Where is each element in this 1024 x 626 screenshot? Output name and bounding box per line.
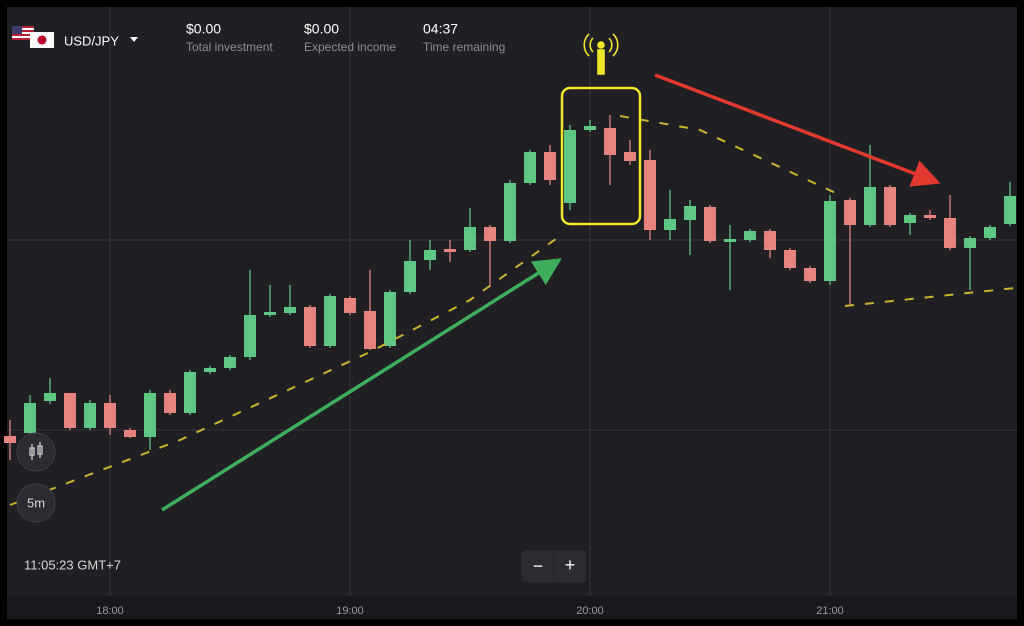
down-arrow — [654, 73, 941, 187]
candle-body — [64, 393, 76, 428]
candle-body — [844, 200, 856, 225]
candle-body — [484, 227, 496, 241]
support-line — [9, 235, 561, 506]
x-axis: 18:00 19:00 20:00 21:00 — [96, 605, 844, 617]
support-line — [844, 287, 1016, 307]
stat-value: 04:37 — [423, 21, 458, 37]
candle-body — [104, 403, 116, 428]
candle-body — [84, 403, 96, 428]
timeframe-button[interactable] — [16, 483, 56, 523]
candle-body — [284, 307, 296, 313]
chart-background — [7, 7, 1017, 619]
candle-body — [684, 206, 696, 220]
levels — [9, 115, 1016, 506]
candle-body — [44, 393, 56, 401]
stat-label: Time remaining — [423, 40, 505, 54]
candle-body — [424, 250, 436, 260]
candle-body — [964, 238, 976, 248]
candle-body — [824, 201, 836, 281]
resistance-line — [619, 115, 841, 196]
candle-body — [404, 261, 416, 292]
grid — [7, 7, 1017, 596]
stat-value: $0.00 — [186, 21, 221, 37]
candle-body — [444, 249, 456, 252]
highlight-box — [560, 86, 642, 226]
timeframe-label: 5m — [27, 495, 45, 510]
candle-body — [24, 403, 36, 433]
zoom-out-button[interactable]: − — [533, 556, 544, 576]
candle-body — [564, 130, 576, 203]
signal-icon — [583, 33, 619, 75]
zoom-in-button[interactable]: + — [565, 555, 576, 575]
candle-body — [804, 268, 816, 281]
time-axis-bar — [7, 596, 1017, 619]
stat-label: Total investment — [186, 40, 273, 54]
candle-body — [324, 296, 336, 346]
candle-body — [904, 215, 916, 223]
candle-body — [304, 307, 316, 346]
candle-body — [644, 160, 656, 230]
candle-body — [204, 368, 216, 372]
candle-icon — [29, 442, 43, 460]
candle-body — [144, 393, 156, 437]
candle-body — [924, 215, 936, 218]
candle-body — [604, 128, 616, 155]
candle-body — [364, 311, 376, 349]
candle-body — [584, 126, 596, 130]
asset-name[interactable]: USD/JPY — [64, 33, 119, 48]
candle-body — [544, 152, 556, 180]
candle-body — [184, 372, 196, 413]
x-tick-label: 18:00 — [96, 605, 124, 617]
x-tick-label: 21:00 — [816, 605, 844, 617]
candle-body — [464, 227, 476, 250]
candle-body — [264, 312, 276, 315]
candle-body — [124, 430, 136, 437]
candle-body — [984, 227, 996, 238]
chart-type-button[interactable] — [16, 432, 56, 472]
flag-icon — [12, 26, 54, 48]
candle-body — [384, 292, 396, 346]
up-arrow — [161, 258, 562, 512]
candle-body — [524, 152, 536, 183]
candle-body — [724, 239, 736, 242]
candle-body — [704, 207, 716, 241]
stat-label: Expected income — [304, 40, 396, 54]
candle-body — [944, 218, 956, 248]
clock: 11:05:23 GMT+7 — [24, 557, 121, 572]
candle-body — [224, 357, 236, 368]
candle-body — [504, 183, 516, 241]
candle-body — [164, 393, 176, 413]
candle-body — [4, 436, 16, 443]
candle-body — [864, 187, 876, 225]
candle-body — [1004, 196, 1016, 224]
candle-body — [624, 152, 636, 161]
dropdown-caret[interactable] — [130, 37, 138, 42]
candle-body — [884, 187, 896, 225]
candle-body — [784, 250, 796, 268]
x-tick-label: 20:00 — [576, 605, 604, 617]
candle-body — [244, 315, 256, 357]
candle-body — [664, 219, 676, 230]
x-tick-label: 19:00 — [336, 605, 364, 617]
candle-body — [764, 231, 776, 250]
candle-body — [744, 231, 756, 240]
candles — [4, 115, 1016, 460]
stat-value: $0.00 — [304, 21, 339, 37]
candle-body — [344, 298, 356, 313]
